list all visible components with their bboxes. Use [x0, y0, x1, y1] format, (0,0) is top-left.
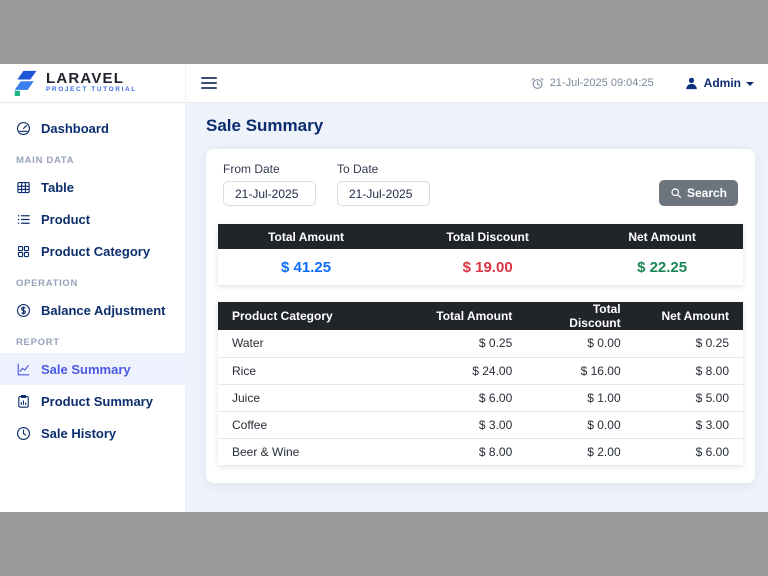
laravel-logo-icon: [13, 70, 39, 96]
amount-cell: $ 24.00: [417, 357, 527, 385]
alarm-clock-icon: [531, 77, 544, 90]
brand-logo[interactable]: LARAVEL PROJECT TUTORIAL: [0, 64, 186, 102]
page-title: Sale Summary: [206, 116, 324, 135]
total-amount-value: $ 41.25: [218, 249, 395, 285]
total-discount-value: $ 19.00: [394, 249, 582, 285]
user-icon: [684, 76, 699, 91]
datetime-display: 21-Jul-2025 09:04:25: [531, 77, 654, 90]
net-cell: $ 5.00: [634, 384, 743, 412]
sidebar-item-label: Table: [41, 179, 74, 195]
net-cell: $ 8.00: [634, 357, 743, 385]
category-col-header: Product Category: [218, 302, 418, 330]
category-cell: Beer & Wine: [218, 438, 418, 465]
net-amount-header: Net Amount: [581, 224, 743, 249]
sidebar-item-product-category[interactable]: Product Category: [0, 235, 185, 267]
datetime-text: 21-Jul-2025 09:04:25: [549, 77, 654, 89]
category-cell: Coffee: [218, 411, 418, 439]
brand-name: LARAVEL: [46, 70, 125, 87]
topbar-right: 21-Jul-2025 09:04:25 Admin: [531, 76, 768, 91]
sidebar-item-balance-adjustment[interactable]: Balance Adjustment: [0, 294, 185, 326]
to-date-field: To Date: [337, 162, 430, 206]
sidebar-item-table[interactable]: Table: [0, 171, 185, 203]
to-date-label: To Date: [337, 162, 379, 176]
totals-value-row: $ 41.25 $ 19.00 $ 22.25: [218, 249, 743, 285]
total-amount-header: Total Amount: [218, 224, 395, 249]
search-icon: [670, 187, 682, 199]
sidebar-item-dashboard[interactable]: Dashboard: [0, 112, 185, 144]
hamburger-menu-icon[interactable]: [197, 73, 221, 93]
main-content: Sale Summary From Date To Date: [186, 103, 768, 512]
filter-row: From Date To Date Search: [218, 162, 743, 206]
table-row: Water $ 0.25 $ 0.00 $ 0.25: [218, 330, 743, 358]
discount-cell: $ 2.00: [526, 438, 635, 465]
admin-label: Admin: [703, 76, 741, 90]
sidebar-section-operation: OPERATION: [16, 278, 79, 289]
app-window: LARAVEL PROJECT TUTORIAL 21-Jul-2025 09:…: [0, 64, 768, 512]
discount-cell: $ 0.00: [526, 411, 635, 439]
net-cell: $ 6.00: [634, 438, 743, 465]
category-header-row: Product Category Total Amount Total Disc…: [218, 302, 743, 330]
total-discount-header: Total Discount: [394, 224, 582, 249]
discount-col-header: Total Discount: [526, 302, 635, 330]
net-cell: $ 0.25: [634, 330, 743, 358]
from-date-field: From Date: [223, 162, 316, 206]
net-amount-value: $ 22.25: [581, 249, 743, 285]
list-icon: [17, 214, 30, 224]
dashboard-icon: [17, 121, 30, 135]
discount-cell: $ 1.00: [526, 384, 635, 412]
sidebar-item-product[interactable]: Product: [0, 203, 185, 235]
sidebar-section-report: REPORT: [16, 337, 60, 348]
totals-header-row: Total Amount Total Discount Net Amount: [218, 224, 743, 249]
discount-cell: $ 16.00: [526, 357, 635, 385]
chevron-down-icon: [746, 81, 754, 86]
totals-summary-table: Total Amount Total Discount Net Amount $…: [218, 224, 743, 285]
search-button-label: Search: [686, 186, 727, 200]
net-col-header: Net Amount: [634, 302, 743, 330]
table-row: Coffee $ 3.00 $ 0.00 $ 3.00: [218, 411, 743, 439]
sidebar-item-label: Sale Summary: [41, 361, 131, 377]
sidebar-item-label: Product: [41, 211, 91, 227]
sidebar-item-label: Balance Adjustment: [41, 302, 166, 318]
grid-icon: [17, 245, 30, 257]
amount-cell: $ 3.00: [417, 411, 527, 439]
brand-tagline: PROJECT TUTORIAL: [46, 86, 137, 93]
amount-cell: $ 6.00: [417, 384, 527, 412]
discount-cell: $ 0.00: [526, 330, 635, 358]
topbar: LARAVEL PROJECT TUTORIAL 21-Jul-2025 09:…: [0, 64, 768, 103]
sale-summary-card: From Date To Date Search: [206, 149, 755, 483]
sidebar-item-product-summary[interactable]: Product Summary: [0, 385, 185, 417]
sidebar-item-label: Sale History: [41, 425, 117, 441]
clock-icon: [17, 426, 30, 440]
category-breakdown-table: Product Category Total Amount Total Disc…: [218, 302, 743, 465]
from-date-input[interactable]: [223, 181, 316, 206]
amount-cell: $ 0.25: [417, 330, 527, 358]
amount-col-header: Total Amount: [417, 302, 527, 330]
search-button[interactable]: Search: [658, 180, 738, 206]
clipboard-chart-icon: [18, 394, 29, 408]
table-icon: [17, 181, 30, 193]
dollar-circle-icon: [17, 303, 30, 317]
table-row: Rice $ 24.00 $ 16.00 $ 8.00: [218, 357, 743, 385]
sidebar-item-label: Dashboard: [41, 120, 109, 136]
sidebar-item-label: Product Category: [41, 243, 151, 259]
amount-cell: $ 8.00: [417, 438, 527, 465]
to-date-input[interactable]: [337, 181, 430, 206]
sidebar-section-main-data: MAIN DATA: [16, 155, 75, 166]
table-row: Beer & Wine $ 8.00 $ 2.00 $ 6.00: [218, 438, 743, 465]
admin-menu[interactable]: Admin: [684, 76, 754, 91]
table-row: Juice $ 6.00 $ 1.00 $ 5.00: [218, 384, 743, 412]
sidebar-item-label: Product Summary: [41, 393, 153, 409]
category-cell: Juice: [218, 384, 418, 412]
chart-line-icon: [17, 363, 30, 375]
sidebar: Dashboard MAIN DATA Table Product Produc: [0, 103, 186, 512]
net-cell: $ 3.00: [634, 411, 743, 439]
sidebar-item-sale-summary[interactable]: Sale Summary: [0, 353, 185, 385]
from-date-label: From Date: [223, 162, 280, 176]
category-cell: Rice: [218, 357, 418, 385]
category-cell: Water: [218, 330, 418, 358]
sidebar-item-sale-history[interactable]: Sale History: [0, 417, 185, 449]
